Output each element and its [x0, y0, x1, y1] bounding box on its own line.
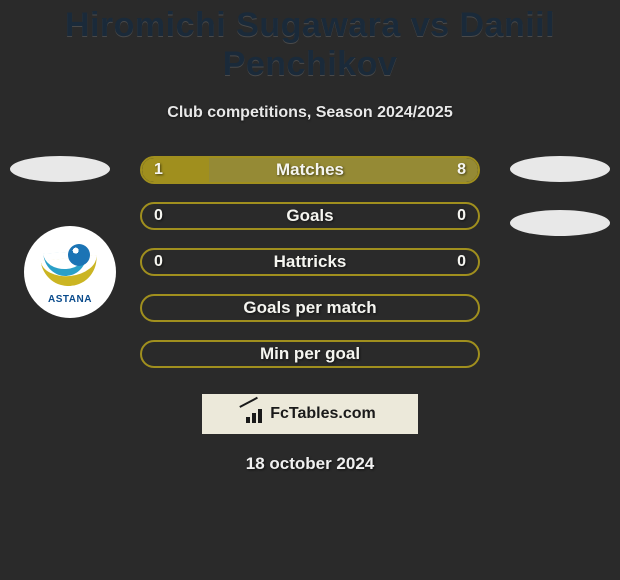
season-subtitle: Club competitions, Season 2024/2025	[0, 104, 620, 122]
player-photo-placeholder-right-2	[510, 210, 610, 236]
stat-bar-fill-left	[142, 158, 209, 182]
stats-area: ASTANA 1 8 Matches 0 0 Goals 0 0 Hattricks Goals …	[0, 156, 620, 386]
player-photo-placeholder-right-1	[510, 156, 610, 182]
fctables-text: FcTables.com	[270, 405, 376, 423]
stat-label: Goals per match	[243, 298, 376, 318]
fctables-watermark: FcTables.com	[202, 394, 418, 434]
stat-value-left: 0	[154, 253, 163, 271]
astana-logo-icon	[40, 240, 100, 300]
stat-value-right: 8	[457, 161, 466, 179]
stat-bar-row: 0 0 Hattricks	[140, 248, 480, 276]
stat-value-left: 1	[154, 161, 163, 179]
stat-label: Matches	[276, 160, 344, 180]
barchart-icon	[244, 405, 266, 423]
stat-value-right: 0	[457, 207, 466, 225]
stat-label: Goals	[286, 206, 333, 226]
stat-bar-row: 0 0 Goals	[140, 202, 480, 230]
stat-bar-row: Goals per match	[140, 294, 480, 322]
stat-bar-row: Min per goal	[140, 340, 480, 368]
club-logo-left: ASTANA	[24, 226, 116, 318]
stat-bar-row: 1 8 Matches	[140, 156, 480, 184]
stat-label: Hattricks	[274, 252, 347, 272]
stat-bars-container: 1 8 Matches 0 0 Goals 0 0 Hattricks Goals per mat…	[140, 156, 480, 386]
stat-label: Min per goal	[260, 344, 360, 364]
stat-value-right: 0	[457, 253, 466, 271]
player-photo-placeholder-left	[10, 156, 110, 182]
snapshot-date: 18 october 2024	[0, 454, 620, 474]
stat-value-left: 0	[154, 207, 163, 225]
comparison-title: Hiromichi Sugawara vs Daniil Penchikov	[0, 0, 620, 84]
